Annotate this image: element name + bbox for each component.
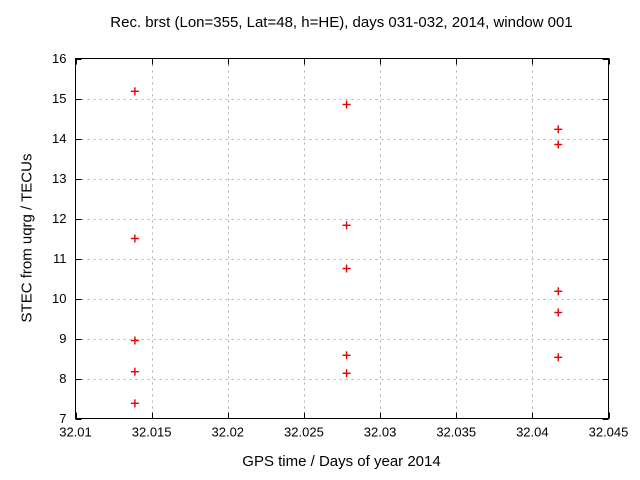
y-tick-label: 13 xyxy=(52,171,66,186)
x-tick-label: 32.02 xyxy=(212,425,245,440)
grid-lines xyxy=(75,58,609,419)
x-tick-label: 32.01 xyxy=(59,425,92,440)
y-tick-label: 15 xyxy=(52,91,66,106)
y-tick-label: 11 xyxy=(53,251,67,266)
x-tick-label: 32.04 xyxy=(516,425,549,440)
y-tick-label: 7 xyxy=(59,411,66,426)
data-point-marker xyxy=(342,351,351,360)
x-tick-label: 32.045 xyxy=(589,425,629,440)
y-tick-label: 8 xyxy=(59,371,66,386)
x-tick-label: 32.015 xyxy=(132,425,172,440)
y-tick-label: 9 xyxy=(59,331,66,346)
data-point-marker xyxy=(130,399,139,408)
data-point-marker xyxy=(554,125,563,134)
data-point-marker xyxy=(342,221,351,230)
data-point-marker xyxy=(130,336,139,345)
data-point-marker xyxy=(130,87,139,96)
x-tick-label: 32.03 xyxy=(364,425,397,440)
x-tick-label: 32.025 xyxy=(284,425,324,440)
y-tick-label: 16 xyxy=(52,51,66,66)
y-tick-label: 10 xyxy=(52,291,66,306)
data-point-marker xyxy=(554,140,563,149)
plot-border xyxy=(75,58,609,419)
axis-ticks xyxy=(75,58,610,420)
chart-title: Rec. brst (Lon=355, Lat=48, h=HE), days … xyxy=(110,14,573,31)
x-tick-label: 32.035 xyxy=(436,425,476,440)
data-point-marker xyxy=(554,353,563,362)
y-tick-labels: 7 8 9 10 11 12 13 14 15 16 xyxy=(52,51,66,426)
data-point-marker xyxy=(342,264,351,273)
data-point-marker xyxy=(342,100,351,109)
data-point-marker xyxy=(130,234,139,243)
data-point-marker xyxy=(342,369,351,378)
y-tick-label: 14 xyxy=(52,131,66,146)
data-points xyxy=(130,87,563,408)
data-point-marker xyxy=(130,367,139,376)
x-axis-label: GPS time / Days of year 2014 xyxy=(242,453,441,470)
x-tick-labels: 32.01 32.015 32.02 32.025 32.03 32.035 32.04 32… xyxy=(59,425,628,440)
data-point-marker xyxy=(554,287,563,296)
y-tick-label: 12 xyxy=(52,211,66,226)
data-point-marker xyxy=(554,308,563,317)
